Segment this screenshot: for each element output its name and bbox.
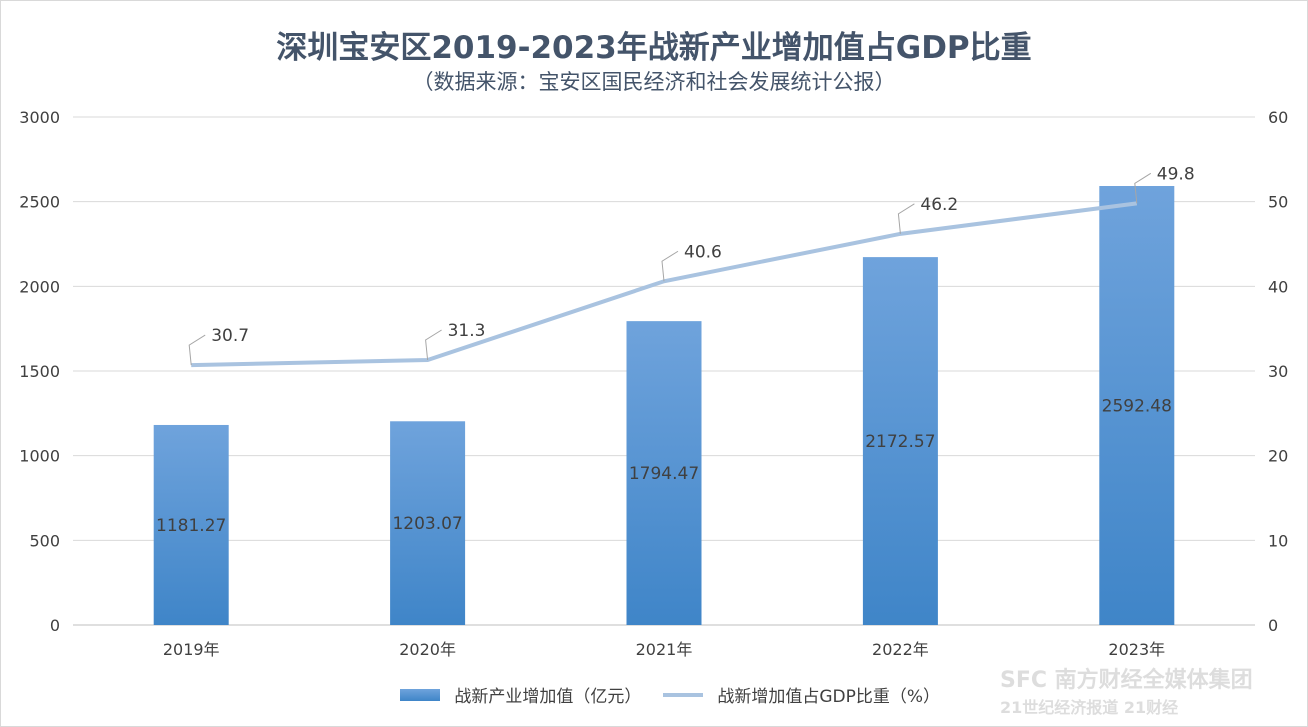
x-tick-label: 2021年 bbox=[636, 640, 693, 659]
legend-bar-swatch bbox=[400, 688, 441, 701]
x-tick-label: 2019年 bbox=[163, 640, 220, 659]
right-tick-label: 50 bbox=[1268, 193, 1288, 212]
bar-data-label: 1794.47 bbox=[629, 464, 699, 484]
line-data-label: 46.2 bbox=[920, 195, 958, 215]
bar-data-label: 2172.57 bbox=[865, 432, 935, 452]
right-tick-label: 10 bbox=[1268, 531, 1288, 550]
line-data-label: 40.6 bbox=[684, 242, 722, 262]
x-tick-label: 2020年 bbox=[399, 640, 456, 659]
line-data-label: 30.7 bbox=[211, 326, 249, 346]
left-tick-label: 0 bbox=[50, 616, 60, 635]
leader-line bbox=[188, 334, 206, 366]
line-data-label: 49.8 bbox=[1157, 164, 1195, 184]
bar bbox=[626, 321, 702, 625]
left-tick-label: 1500 bbox=[19, 362, 60, 381]
bar bbox=[153, 424, 229, 625]
right-tick-label: 0 bbox=[1268, 616, 1278, 635]
right-tick-label: 20 bbox=[1268, 447, 1288, 466]
leader-line bbox=[897, 203, 915, 234]
chart-title: 深圳宝安区2019-2023年战新产业增加值占GDP比重 bbox=[276, 30, 1032, 66]
watermark-sfc: SFC 南方财经全媒体集团 bbox=[1000, 668, 1253, 693]
left-tick-label: 500 bbox=[29, 531, 60, 550]
bar bbox=[390, 421, 466, 625]
bar-data-label: 1181.27 bbox=[156, 516, 226, 536]
left-tick-label: 1000 bbox=[19, 447, 60, 466]
legend-line-label: 战新增加值占GDP比重（%） bbox=[717, 687, 940, 707]
right-tick-label: 30 bbox=[1268, 362, 1288, 381]
left-tick-label: 2000 bbox=[19, 277, 60, 296]
right-tick-label: 60 bbox=[1268, 108, 1288, 127]
leader-line bbox=[425, 329, 442, 361]
x-tick-label: 2022年 bbox=[872, 640, 929, 659]
left-tick-label: 3000 bbox=[19, 108, 60, 127]
bar-data-label: 1203.07 bbox=[392, 514, 462, 534]
x-tick-label: 2023年 bbox=[1108, 640, 1165, 659]
leader-line bbox=[1134, 172, 1152, 204]
bar bbox=[1099, 186, 1175, 625]
legend: 战新产业增加值（亿元） 战新增加值占GDP比重（%） bbox=[0, 682, 940, 707]
bar-data-label: 2592.48 bbox=[1102, 397, 1172, 417]
watermark-21: 21世纪经济报道 21财经 bbox=[1000, 698, 1179, 717]
bar bbox=[862, 257, 938, 625]
legend-bar-label: 战新产业增加值（亿元） bbox=[454, 687, 642, 707]
legend-line-swatch bbox=[663, 692, 704, 697]
chart-subtitle: （数据来源：宝安区国民经济和社会发展统计公报） bbox=[412, 70, 896, 94]
line-data-label: 31.3 bbox=[448, 321, 486, 341]
left-tick-label: 2500 bbox=[19, 193, 60, 212]
right-tick-label: 40 bbox=[1268, 277, 1288, 296]
leader-line bbox=[661, 250, 679, 282]
